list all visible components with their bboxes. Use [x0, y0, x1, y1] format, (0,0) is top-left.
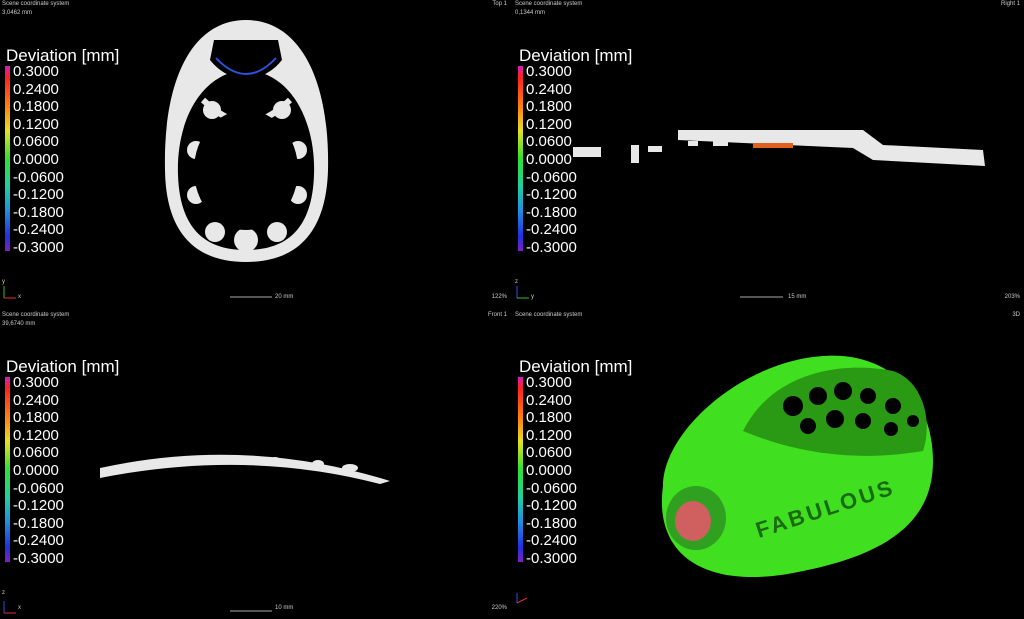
color-bar — [518, 66, 523, 251]
scale-label: 20 mm — [275, 294, 294, 300]
axis-label: x — [18, 294, 21, 300]
legend-label: 0.1800 — [526, 409, 572, 427]
view-name: 3D — [1012, 312, 1020, 318]
model-front — [3, 454, 390, 614]
legend-label: -0.1800 — [13, 514, 64, 532]
legend-title: Deviation [mm] — [519, 357, 633, 376]
axis-label: z — [2, 590, 5, 596]
legend-label: 0.2400 — [13, 80, 59, 98]
legend-label: 0.0000 — [526, 151, 572, 168]
view-name: Front 1 — [487, 312, 507, 318]
legend-label: 0.2400 — [526, 391, 572, 409]
legend-label: -0.2400 — [526, 221, 577, 239]
view-name: Top 1 — [492, 1, 507, 7]
legend-label: 0.2400 — [13, 391, 59, 409]
legend-label: 0.3000 — [13, 63, 59, 80]
legend-label: -0.2400 — [13, 221, 64, 239]
model-top — [3, 20, 329, 299]
legend-title: Deviation [mm] — [6, 46, 120, 65]
axis-label: y — [531, 294, 534, 300]
legend-label: 0.1200 — [526, 426, 572, 444]
coordinate-system: Scene coordinate system — [515, 312, 583, 318]
legend-label: -0.0600 — [526, 168, 577, 186]
coordinate-system: Scene coordinate system — [2, 312, 70, 318]
legend-label: -0.1800 — [13, 203, 64, 221]
legend-label: 0.0000 — [13, 462, 59, 479]
legend-label: -0.0600 — [13, 479, 64, 497]
distance: 39,6740 mm — [2, 321, 36, 327]
legend-label: -0.3000 — [13, 550, 64, 567]
legend-label: -0.1200 — [526, 186, 577, 204]
legend-label: -0.1800 — [526, 203, 577, 221]
axis-label: z — [515, 279, 518, 285]
legend-label: 0.1800 — [526, 98, 572, 116]
axis-label: x — [18, 605, 21, 611]
legend-label: -0.2400 — [526, 532, 577, 550]
legend-label: -0.3000 — [13, 239, 64, 256]
legend-label: 0.1800 — [13, 98, 59, 116]
color-bar — [518, 377, 523, 562]
legend-label: 0.0600 — [526, 444, 572, 462]
legend-title: Deviation [mm] — [6, 357, 120, 376]
legend-label: -0.3000 — [526, 239, 577, 256]
legend-label: -0.0600 — [526, 479, 577, 497]
legend-label: 0.0600 — [13, 444, 59, 462]
color-bar — [5, 66, 10, 251]
scale-label: 15 mm — [788, 294, 807, 300]
legend-label: 0.0600 — [13, 133, 59, 151]
viewport-top: Scene coordinate system 3,0462 mm Top 1 Dev… — [0, 0, 511, 308]
axis-label: y — [2, 279, 5, 285]
legend-label: 0.1200 — [526, 115, 572, 133]
legend-title: Deviation [mm] — [519, 46, 633, 65]
legend-label: -0.1200 — [13, 186, 64, 204]
legend-label: 0.1200 — [13, 115, 59, 133]
viewport-right: Scene coordinate system 0,1344 mm Right 1 D… — [513, 0, 1024, 308]
view-name: Right 1 — [1000, 1, 1020, 7]
legend-label: 0.1200 — [13, 426, 59, 444]
zoom: 220% — [491, 605, 507, 611]
coordinate-system: Scene coordinate system — [515, 1, 583, 7]
viewport-3d: Scene coordinate system 3D Deviation [mm] 0… — [513, 311, 1024, 619]
legend-label: 0.3000 — [526, 63, 572, 80]
legend-label: 0.0000 — [526, 462, 572, 479]
model-right — [516, 130, 985, 299]
distance: 0,1344 mm — [515, 10, 546, 16]
model-3d — [516, 355, 933, 604]
legend-label: -0.0600 — [13, 168, 64, 186]
scale-label: 10 mm — [275, 605, 294, 611]
zoom: 203% — [1004, 294, 1020, 300]
legend-label: -0.3000 — [526, 550, 577, 567]
legend-label: -0.1200 — [526, 497, 577, 515]
coordinate-system: Scene coordinate system — [2, 1, 70, 7]
legend-label: -0.1200 — [13, 497, 64, 515]
zoom: 122% — [491, 294, 507, 300]
viewport-front: Scene coordinate system 39,6740 mm Front 1… — [0, 311, 511, 619]
legend-label: 0.3000 — [526, 374, 572, 391]
legend-label: 0.0600 — [526, 133, 572, 151]
color-bar — [5, 377, 10, 562]
distance: 3,0462 mm — [2, 10, 33, 16]
legend-label: 0.3000 — [13, 374, 59, 391]
legend-label: 0.1800 — [13, 409, 59, 427]
legend-label: 0.2400 — [526, 80, 572, 98]
legend-label: -0.1800 — [526, 514, 577, 532]
legend-label: -0.2400 — [13, 532, 64, 550]
legend-label: 0.0000 — [13, 151, 59, 168]
